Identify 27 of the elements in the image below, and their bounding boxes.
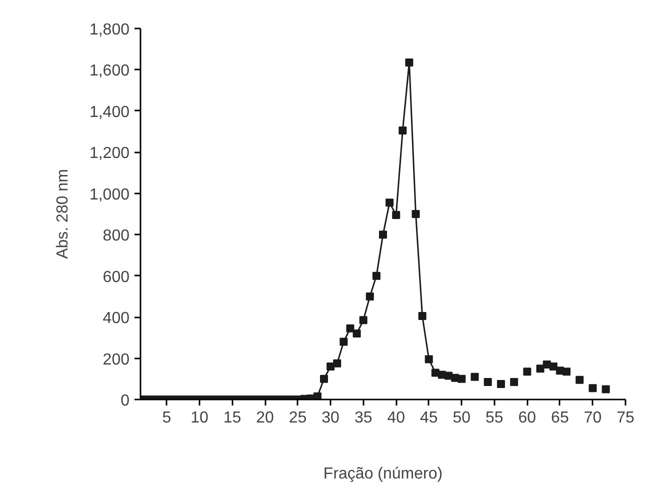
x-tick-label: 35 <box>354 410 372 426</box>
x-tick-label: 25 <box>288 410 307 426</box>
x-tick-label: 30 <box>322 410 340 426</box>
x-tick-label: 55 <box>486 410 504 426</box>
x-tick-label: 15 <box>223 410 242 426</box>
x-tick-label: 50 <box>452 410 471 426</box>
x-tick-label: 65 <box>551 410 569 426</box>
y-tick-label: 400 <box>102 310 130 328</box>
y-tick-label: 1,600 <box>89 62 130 80</box>
x-tick-label: 45 <box>420 410 438 426</box>
x-axis-title: Fração (número) <box>323 466 443 482</box>
x-tick-label: 75 <box>616 410 634 426</box>
y-tick-label: 1,200 <box>89 145 130 162</box>
y-axis-title: Abs. 280 nm <box>54 169 72 259</box>
y-tick-label: 600 <box>102 268 130 286</box>
y-tick-label: 1,800 <box>89 22 130 38</box>
x-tick-label: 5 <box>162 410 172 426</box>
y-tick-label: 1,000 <box>89 186 130 204</box>
x-tick-label: 10 <box>190 410 208 426</box>
y-tick-label: 1,400 <box>89 104 130 121</box>
x-tick-label: 60 <box>518 410 536 426</box>
y-tick-label: 800 <box>102 228 130 245</box>
x-tick-label: 40 <box>387 410 406 426</box>
x-tick-label: 70 <box>584 410 602 426</box>
x-tick-label: 20 <box>256 410 274 426</box>
y-tick-label: 0 <box>120 392 130 410</box>
y-tick-label: 200 <box>102 351 130 368</box>
